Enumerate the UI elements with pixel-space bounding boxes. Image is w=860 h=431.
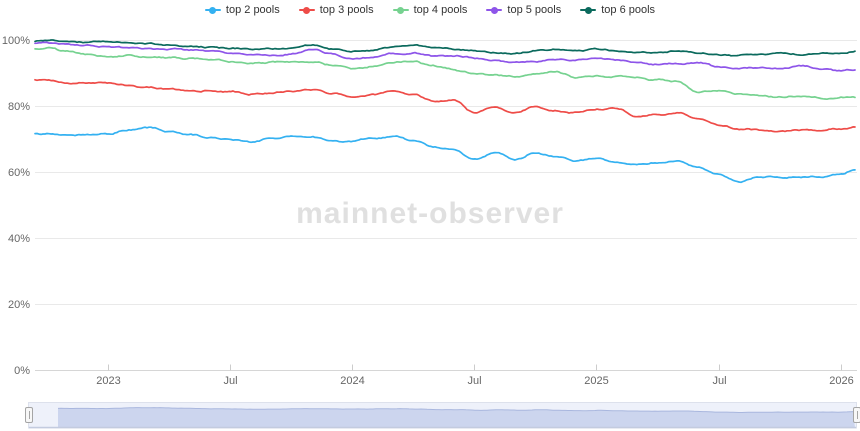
series-line-top-6-pools[interactable] [34,39,856,57]
legend-label: top 3 pools [319,4,374,16]
legend-label: top 6 pools [601,4,656,16]
y-axis-label: 100% [2,35,30,47]
series-marker-icon [486,5,503,15]
legend: top 2 pools top 3 pools top 4 pools top 5 p… [0,2,860,18]
y-axis-label: 0% [14,365,30,377]
y-axis-label: 80% [8,101,30,113]
navigator-area [58,407,855,428]
series-line-top-4-pools[interactable] [34,46,856,101]
legend-item-top-4-pools[interactable]: top 4 pools [392,4,468,16]
legend-item-top-6-pools[interactable]: top 6 pools [580,4,655,16]
navigator-series-line [57,407,854,413]
legend-item-top-2-pools[interactable]: top 2 pools [204,4,280,16]
x-axis-label: Jul [223,375,237,387]
series-line-top-2-pools[interactable] [34,126,856,184]
x-axis-label: 2025 [584,375,608,387]
x-axis-label: Jul [467,375,481,387]
series-marker-icon [580,5,597,15]
y-axis-label: 60% [8,167,30,179]
x-axis-label: 2023 [96,375,120,387]
legend-label: top 5 pools [507,4,562,16]
x-axis-label: 2024 [340,375,364,387]
x-axis-label: 2026 [829,375,853,387]
legend-label: top 4 pools [413,4,468,16]
navigator-handle-right[interactable] [853,407,860,423]
series-marker-icon [392,5,409,15]
y-axis-label: 40% [8,233,30,245]
series-line-top-3-pools[interactable] [34,78,856,133]
y-axis-label: 20% [8,299,30,311]
series-line-top-5-pools[interactable] [34,41,856,72]
legend-item-top-5-pools[interactable]: top 5 pools [486,4,561,16]
legend-item-top-3-pools[interactable]: top 3 pools [298,4,374,16]
x-axis-label: Jul [712,375,726,387]
series-marker-icon [298,5,315,15]
series-marker-icon [204,5,221,15]
legend-label: top 2 pools [225,4,280,16]
